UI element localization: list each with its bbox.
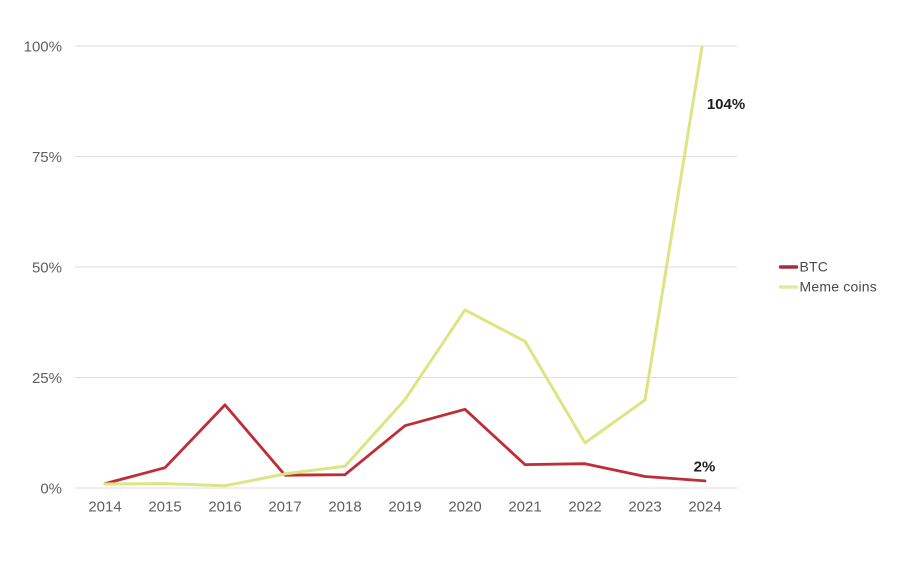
svg-text:50%: 50% — [32, 259, 62, 276]
svg-text:2021: 2021 — [508, 499, 541, 516]
svg-text:2020: 2020 — [448, 499, 481, 516]
svg-text:2019: 2019 — [388, 499, 421, 516]
svg-text:100%: 100% — [24, 38, 62, 55]
svg-text:2018: 2018 — [328, 499, 361, 516]
svg-text:2016: 2016 — [208, 499, 241, 516]
svg-text:104%: 104% — [707, 96, 745, 113]
svg-text:2017: 2017 — [268, 499, 301, 516]
svg-text:BTC: BTC — [800, 259, 829, 275]
svg-text:25%: 25% — [32, 370, 62, 387]
svg-text:2015: 2015 — [148, 499, 181, 516]
svg-text:2022: 2022 — [568, 499, 601, 516]
svg-text:Meme coins: Meme coins — [800, 279, 877, 295]
svg-text:2014: 2014 — [88, 499, 121, 516]
svg-text:0%: 0% — [40, 480, 62, 497]
svg-text:2023: 2023 — [628, 499, 661, 516]
svg-text:75%: 75% — [32, 149, 62, 166]
svg-text:2%: 2% — [694, 459, 716, 476]
svg-text:2024: 2024 — [688, 499, 721, 516]
